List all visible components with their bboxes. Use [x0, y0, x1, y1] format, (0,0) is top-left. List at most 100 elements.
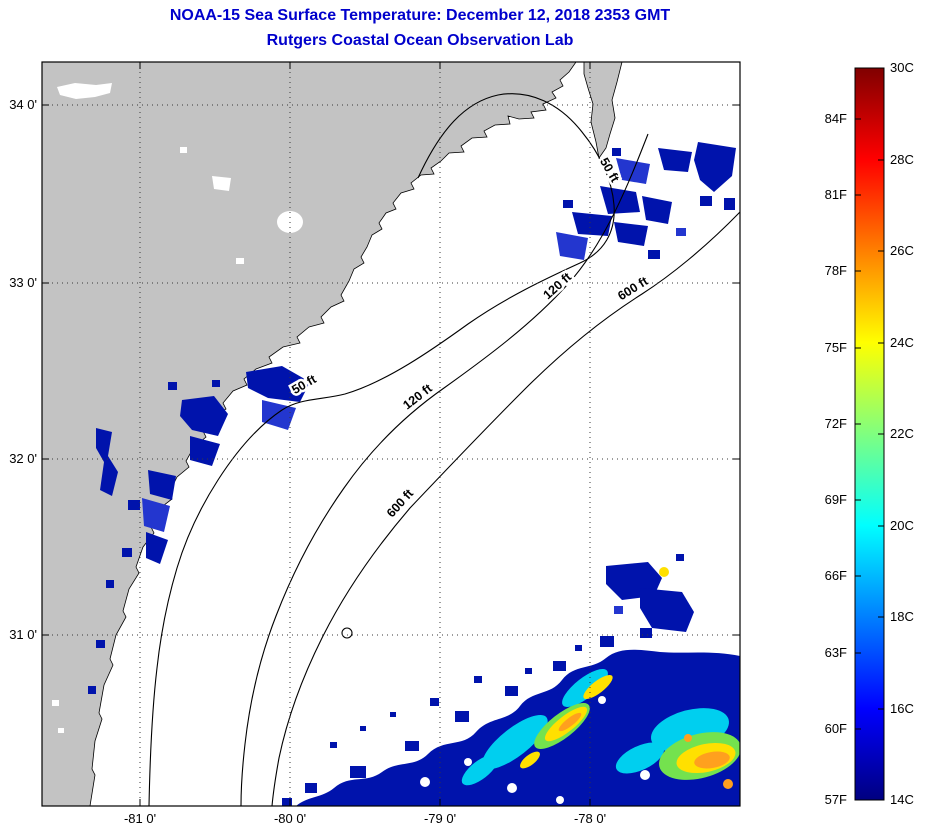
- sst-cool-streak: [615, 742, 665, 774]
- sst-patch: [96, 640, 105, 648]
- sst-patch: [330, 742, 337, 748]
- cloud-patch: [52, 700, 59, 706]
- cloud-hole: [640, 770, 650, 780]
- sst-patch: [474, 676, 482, 683]
- sst-patch: [614, 222, 648, 246]
- sst-gulf-stream-region: [282, 628, 740, 806]
- colorbar-c-label: 22C: [890, 426, 914, 441]
- sst-cold-patches-northeast: [556, 142, 736, 260]
- colorbar-ticks: [855, 118, 884, 730]
- contour-120ft: [240, 133, 649, 806]
- sst-patch: [405, 741, 419, 751]
- colorbar-f-label: 72F: [825, 416, 847, 431]
- sst-patch: [724, 198, 735, 210]
- sst-patch: [350, 766, 366, 778]
- colorbar-fahrenheit-labels: 84F 81F 78F 75F 72F 69F 66F 63F 60F 57F: [825, 111, 847, 807]
- sst-patch: [525, 668, 532, 674]
- land-mass: [42, 62, 623, 806]
- small-depth-contour-circle: [341, 627, 353, 639]
- sst-patch: [282, 798, 292, 806]
- sst-warmest-core: [558, 712, 582, 732]
- warm-speck: [659, 567, 669, 577]
- sst-cold-patches-nearshore: [88, 366, 310, 694]
- sst-cool-streak: [461, 754, 499, 786]
- y-tick-label-32: 32 0': [9, 451, 37, 466]
- sst-patch: [553, 661, 566, 671]
- sst-patch: [106, 580, 114, 588]
- x-tick-label-78: -78 0': [574, 811, 606, 826]
- colorbar-f-label: 81F: [825, 187, 847, 202]
- sst-patch: [642, 196, 672, 224]
- sst-patch: [212, 380, 220, 387]
- sst-patch: [262, 400, 296, 430]
- colorbar-c-label: 24C: [890, 335, 914, 350]
- sst-patch: [142, 498, 170, 532]
- cloud-patch: [212, 176, 231, 191]
- sst-patch: [640, 628, 652, 638]
- mainland-coast: [42, 62, 577, 806]
- colorbar-f-label: 75F: [825, 340, 847, 355]
- colorbar-c-label: 26C: [890, 243, 914, 258]
- sst-patch: [360, 726, 366, 731]
- y-tick-label-31: 31 0': [9, 627, 37, 642]
- sst-patch: [146, 532, 168, 564]
- colorbar-f-label: 63F: [825, 645, 847, 660]
- y-tick-label-34: 34 0': [9, 97, 37, 112]
- cloud-patch: [58, 728, 64, 733]
- x-axis-labels: -81 0' -80 0' -79 0' -78 0': [124, 811, 606, 826]
- sst-cool-streak: [482, 715, 548, 769]
- cloud-hole: [556, 796, 564, 804]
- contour-600ft: [271, 211, 740, 806]
- sst-patch: [128, 500, 140, 510]
- sst-patch: [563, 200, 573, 208]
- colorbar: 84F 81F 78F 75F 72F 69F 66F 63F 60F 57F …: [825, 60, 914, 807]
- sst-patch: [148, 470, 176, 500]
- cloud-hole: [507, 783, 517, 793]
- cloud-hole: [464, 758, 472, 766]
- colorbar-f-label: 69F: [825, 492, 847, 507]
- sst-patch: [180, 396, 228, 436]
- sst-patch: [556, 232, 588, 260]
- cloud-patch: [236, 258, 244, 264]
- sst-cool-streak: [562, 669, 608, 707]
- sst-patch: [390, 712, 396, 717]
- colorbar-f-label: 60F: [825, 721, 847, 736]
- sst-patch: [430, 698, 439, 706]
- colorbar-c-label: 30C: [890, 60, 914, 75]
- colorbar-f-label: 57F: [825, 792, 847, 807]
- colorbar-c-label: 28C: [890, 152, 914, 167]
- sst-patch: [694, 142, 736, 192]
- sst-patch: [246, 366, 310, 402]
- sst-patch: [505, 686, 518, 696]
- sst-patch: [658, 148, 692, 172]
- cloud-patch: [180, 147, 187, 153]
- y-tick-label-33: 33 0': [9, 275, 37, 290]
- figure-title: NOAA-15 Sea Surface Temperature: Decembe…: [170, 7, 671, 24]
- colorbar-celsius-labels: 30C 28C 26C 24C 22C 20C 18C 16C 14C: [890, 60, 914, 807]
- sst-warmest-core: [684, 734, 692, 742]
- cloud-hole: [598, 696, 606, 704]
- sst-patch: [122, 548, 132, 557]
- sst-patch: [700, 196, 712, 206]
- cloud-patch: [57, 83, 112, 99]
- sst-warmest-core: [723, 779, 733, 789]
- sst-warmest-core: [694, 751, 730, 769]
- sst-patch: [648, 250, 660, 259]
- sst-patch: [612, 148, 621, 156]
- sst-warm-streak: [520, 751, 540, 769]
- y-axis-labels: 34 0' 33 0' 32 0' 31 0': [9, 97, 37, 642]
- sst-cold-patches-offshore-east: [606, 554, 694, 632]
- sst-patch: [88, 686, 96, 694]
- sst-patch: [455, 711, 469, 722]
- sst-patch: [676, 228, 686, 236]
- cape-peninsula: [583, 62, 623, 160]
- cloud-hole: [420, 777, 430, 787]
- sst-patch: [614, 606, 623, 614]
- sst-patch: [575, 645, 582, 651]
- sst-patch: [572, 212, 612, 236]
- plot-frame: [41, 61, 741, 807]
- sst-patch: [676, 554, 684, 561]
- sst-warm-streak: [583, 674, 613, 700]
